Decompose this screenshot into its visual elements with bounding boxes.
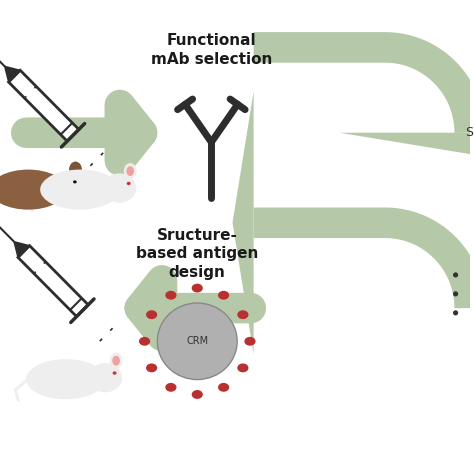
Ellipse shape	[191, 283, 203, 292]
Text: S: S	[465, 126, 473, 139]
Ellipse shape	[73, 181, 77, 183]
Ellipse shape	[127, 182, 131, 185]
Polygon shape	[339, 133, 474, 154]
Ellipse shape	[146, 364, 157, 372]
Text: Functional
mAb selection: Functional mAb selection	[151, 33, 272, 67]
Ellipse shape	[127, 166, 134, 176]
Ellipse shape	[453, 291, 458, 297]
Ellipse shape	[50, 172, 83, 201]
Ellipse shape	[165, 291, 176, 300]
Ellipse shape	[139, 337, 150, 346]
Ellipse shape	[218, 291, 229, 300]
Ellipse shape	[109, 353, 123, 369]
Ellipse shape	[237, 310, 248, 319]
Ellipse shape	[237, 364, 248, 372]
Polygon shape	[14, 242, 30, 257]
Text: Sructure-
based antigen
design: Sructure- based antigen design	[136, 228, 258, 280]
Polygon shape	[18, 246, 88, 317]
Ellipse shape	[453, 310, 458, 316]
Ellipse shape	[146, 310, 157, 319]
Polygon shape	[5, 66, 20, 82]
Ellipse shape	[89, 363, 122, 392]
Ellipse shape	[218, 383, 229, 392]
Ellipse shape	[165, 383, 176, 392]
Ellipse shape	[124, 163, 137, 179]
Ellipse shape	[453, 272, 458, 278]
Ellipse shape	[191, 390, 203, 399]
Ellipse shape	[113, 371, 117, 375]
Ellipse shape	[69, 162, 82, 178]
Ellipse shape	[26, 359, 105, 399]
Ellipse shape	[157, 303, 237, 380]
Ellipse shape	[103, 173, 137, 203]
Text: CRM: CRM	[186, 336, 209, 346]
Polygon shape	[232, 91, 254, 354]
Polygon shape	[9, 70, 79, 141]
Ellipse shape	[0, 170, 66, 210]
Ellipse shape	[112, 356, 120, 365]
Ellipse shape	[40, 170, 119, 210]
Ellipse shape	[245, 337, 255, 346]
